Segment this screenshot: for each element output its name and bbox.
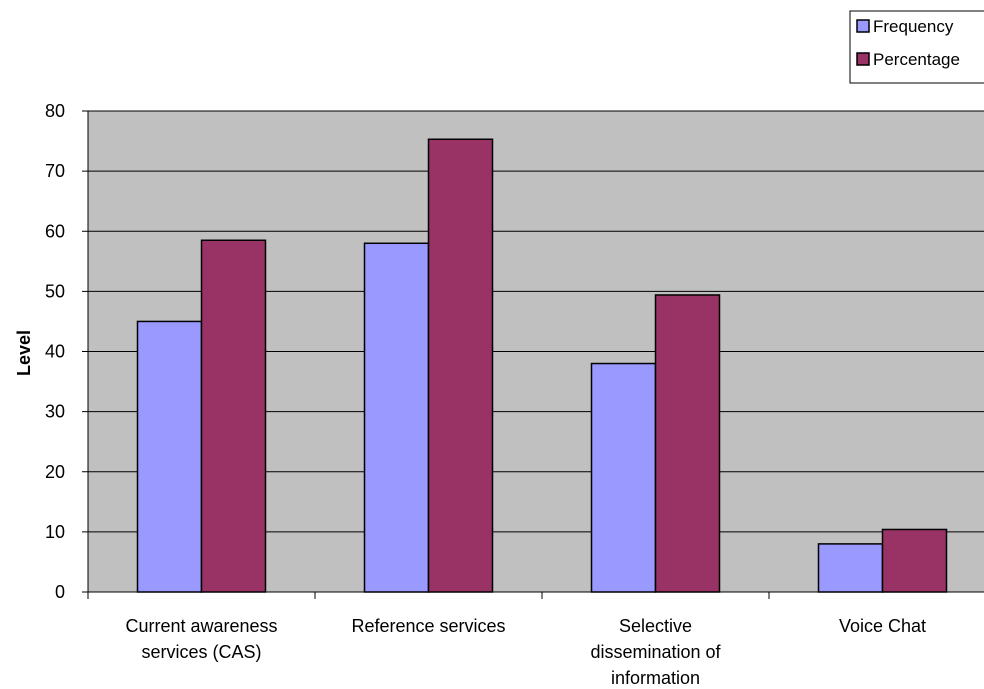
y-tick-label: 0	[55, 582, 65, 602]
legend-label: Percentage	[873, 50, 960, 69]
y-axis-title: Level	[14, 330, 34, 376]
bar-frequency	[590, 362, 657, 593]
category-labels: Current awareness services (CAS) Reference…	[125, 616, 926, 688]
bar-percentage	[881, 528, 948, 593]
legend-label: Frequency	[873, 17, 954, 36]
category-label: information	[611, 668, 700, 688]
y-tick-label: 10	[45, 522, 65, 542]
category-label: Selective	[619, 616, 692, 636]
legend: Frequency Percentage	[849, 10, 984, 84]
y-ticks: 0 10 20 30 40 50 60 70 80	[45, 101, 88, 602]
category-label: services (CAS)	[141, 642, 261, 662]
bar-frequency	[363, 242, 430, 593]
y-tick-label: 80	[45, 101, 65, 121]
category-label: Reference services	[351, 616, 505, 636]
bars	[136, 138, 948, 593]
bar-percentage	[200, 239, 267, 593]
x-ticks	[87, 592, 770, 599]
bar-percentage	[654, 294, 721, 593]
y-tick-label: 50	[45, 281, 65, 301]
y-tick-label: 40	[45, 342, 65, 362]
legend-box	[849, 10, 984, 84]
legend-swatch	[856, 52, 870, 66]
y-tick-label: 20	[45, 462, 65, 482]
y-tick-label: 70	[45, 161, 65, 181]
legend-swatch	[856, 19, 870, 33]
bar-frequency	[817, 543, 884, 593]
category-label: dissemination of	[590, 642, 721, 662]
category-label: Current awareness	[125, 616, 277, 636]
y-tick-label: 60	[45, 221, 65, 241]
y-tick-label: 30	[45, 402, 65, 422]
bar-frequency	[136, 320, 203, 593]
category-label: Voice Chat	[839, 616, 926, 636]
bar-percentage	[427, 138, 494, 593]
